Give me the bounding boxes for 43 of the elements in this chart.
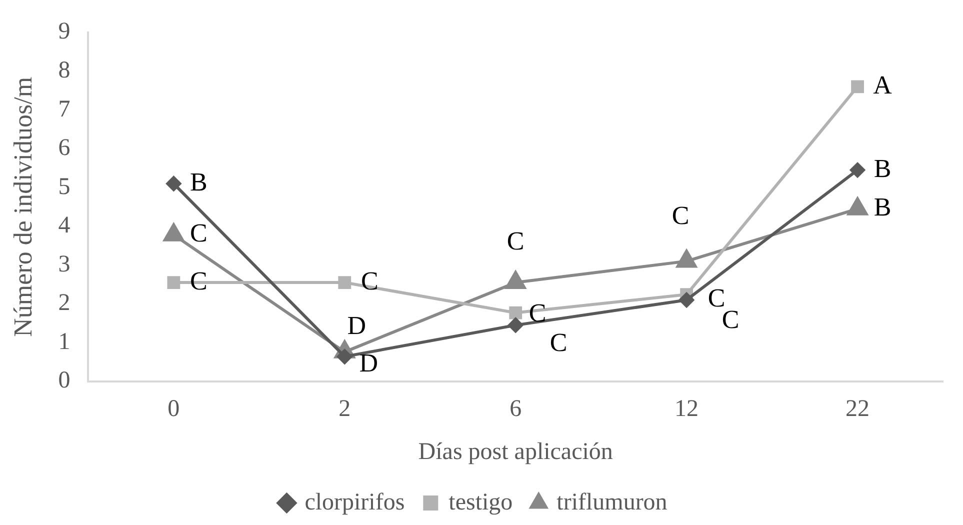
point: [509, 306, 522, 320]
point: [167, 276, 180, 289]
point: [850, 162, 866, 178]
annotation: C: [528, 298, 546, 328]
annotation: C: [190, 218, 208, 248]
annotation: D: [359, 348, 378, 378]
x-axis-title: Días post aplicación: [418, 438, 613, 465]
annotation: C: [708, 283, 726, 312]
legend-label: triflumuron: [556, 489, 668, 516]
point: [338, 276, 352, 289]
y-tick-label: 6: [58, 135, 70, 162]
annotation: B: [190, 167, 208, 196]
x-tick-label: 12: [674, 396, 699, 422]
annotation: C: [506, 226, 524, 256]
annotation: B: [874, 192, 892, 222]
y-tick-label: 9: [58, 18, 70, 45]
legend-label: clorpirifos: [304, 489, 405, 516]
x-tick-label: 22: [846, 396, 870, 422]
x-tick-label: 0: [168, 396, 180, 422]
annotation: C: [190, 266, 208, 296]
annotation: B: [874, 154, 892, 183]
point: [166, 176, 182, 192]
legend-label: testigo: [448, 489, 513, 516]
y-axis-title: Número de individuos/m: [8, 76, 38, 337]
y-tick-label: 5: [58, 174, 70, 200]
y-tick-label: 0: [58, 368, 70, 394]
y-tick-label: 7: [58, 96, 70, 122]
annotation: C: [672, 201, 690, 230]
point: [679, 292, 694, 308]
y-tick-label: 3: [58, 251, 70, 278]
annotation: C: [360, 266, 378, 296]
y-tick-label: 2: [58, 290, 70, 316]
annotation: C: [550, 328, 568, 357]
y-tick-label: 4: [58, 212, 70, 239]
y-tick-label: 1: [58, 328, 70, 355]
point: [851, 80, 864, 94]
point: [508, 318, 524, 333]
annotation: D: [347, 310, 366, 340]
annotation: A: [873, 70, 892, 100]
x-tick-label: 6: [510, 396, 522, 422]
x-tick-label: 2: [338, 396, 351, 422]
point: [337, 349, 352, 364]
y-tick-label: 8: [58, 57, 70, 84]
